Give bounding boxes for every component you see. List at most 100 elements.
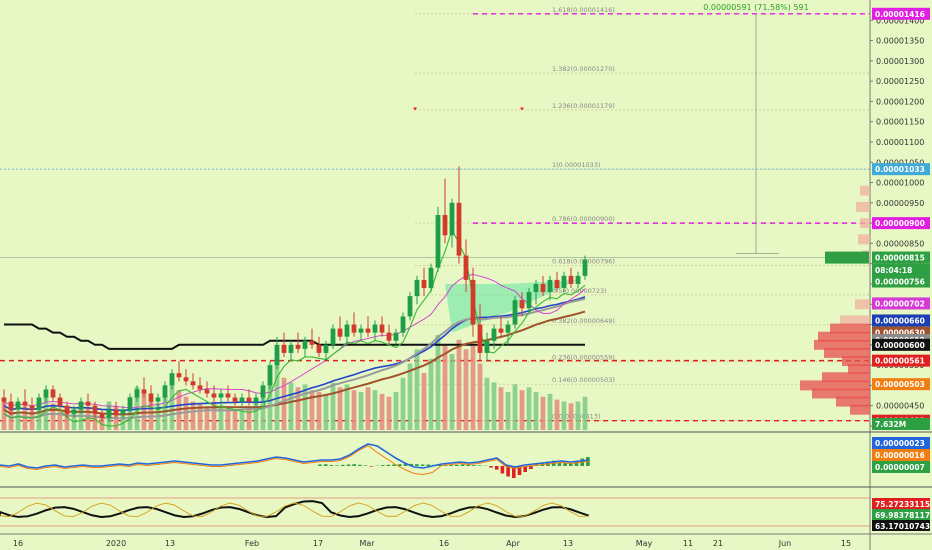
candle-body [456,202,462,256]
volume-bar [85,407,91,430]
time-tick-label: May [636,539,653,548]
macd-tag-bg [872,437,930,449]
candle-body [64,405,70,414]
volume-profile-bar [856,201,870,212]
candle-body [400,316,406,333]
candle-body [1,397,7,402]
price-tick-label: 0.00000950 [876,199,924,208]
time-tick-label: 17 [313,539,323,548]
macd-histogram-bar [494,466,499,470]
candle-body [106,409,112,418]
price-tag-label: 08:04:18 [875,266,912,275]
volume-bar [337,387,343,430]
volume-bar [302,384,308,430]
candle-body [274,344,280,366]
volume-bar [29,411,35,430]
volume-profile-bar [830,323,870,334]
candle-body [218,393,224,398]
volume-bar [379,393,385,430]
volume-bar [547,393,553,430]
candle-body [239,397,245,402]
price-tick-label: 0.00001100 [876,138,924,147]
price-tick-label: 0.00001000 [876,179,924,188]
candle-body [204,389,210,394]
volume-bar [575,401,581,430]
candle-body [484,340,490,353]
volume-bar [344,384,350,430]
price-tick-label: 0.00000450 [876,402,924,411]
macd-histogram-bar [557,462,562,466]
volume-bar [295,387,301,430]
volume-bar [57,411,63,430]
volume-bar [582,396,588,430]
fib-level-label: 1.618(0.00001416) [552,6,615,14]
time-tick-label: 21 [713,539,723,548]
volume-bar [456,339,462,430]
macd-histogram-bar [335,465,339,466]
volume-bar [218,405,224,430]
volume-bar [498,387,504,430]
price-tag-bg [872,314,930,327]
volume-bar [526,387,532,430]
volume-profile-bar [836,396,870,407]
candle-body [449,202,455,236]
rsi-tag-bg [872,498,930,509]
candle-body [498,328,504,333]
candle-body [323,344,329,353]
volume-profile-bar [814,339,870,350]
macd-histogram-bar [437,464,442,466]
candle-body [50,389,56,398]
macd-histogram-bar [363,465,368,466]
macd-histogram-bar [318,464,322,466]
macd-histogram-bar [398,464,402,466]
macd-histogram-bar [574,461,579,466]
volume-profile-bar [860,218,870,229]
volume-bar [92,411,98,430]
time-tick-label: Mar [359,539,375,548]
volume-bar [470,344,476,430]
volume-bar [477,363,483,430]
macd-histogram-bar [455,464,459,466]
price-tag-bg [872,217,930,230]
candle-body [358,328,364,333]
volume-bar [505,392,511,430]
volume-bar [442,344,448,430]
time-tick-label: Feb [245,539,259,548]
time-tick-label: 13 [563,539,573,548]
candle-body [365,328,371,333]
candle-body [260,385,266,398]
candle-body [225,393,231,398]
macd-histogram-bar [569,463,573,466]
candle-body [267,365,273,386]
volume-bar [225,407,231,430]
volume-bar [449,354,455,430]
volume-bar [120,409,126,430]
price-tick-label: 0.00001150 [876,118,924,127]
macd-histogram-bar [506,466,510,477]
macd-histogram-bar [529,466,533,469]
fib-level-label: 0.236(0.00000559) [552,353,615,361]
rsi-main-line [0,500,590,518]
candle-body [372,324,378,333]
rsi-tag-label: 63.17010743 [875,522,930,531]
volume-bar [512,384,518,430]
measure-label: 0.00000591 (71.58%) 591 [703,3,808,12]
volume-bar [358,392,364,430]
price-tag-bg [872,251,930,264]
price-tag-label: 0.00000503 [875,380,925,389]
volume-profile-bar [855,299,870,310]
price-tag-label: 0.00001416 [875,10,925,19]
candle-body [141,389,147,394]
macd-histogram-bar [512,466,516,478]
candle-body [232,397,238,402]
volume-bar [533,392,539,430]
fib-level-label: 0.382(0.00000649) [552,317,615,325]
signal-marker-icon [520,107,524,111]
macd-histogram-bar [392,464,396,466]
price-tag-bg [872,354,930,367]
candle-body [421,279,427,289]
fib-level-label: 1.382(0.00001270) [552,65,615,73]
volume-bar [330,382,336,430]
